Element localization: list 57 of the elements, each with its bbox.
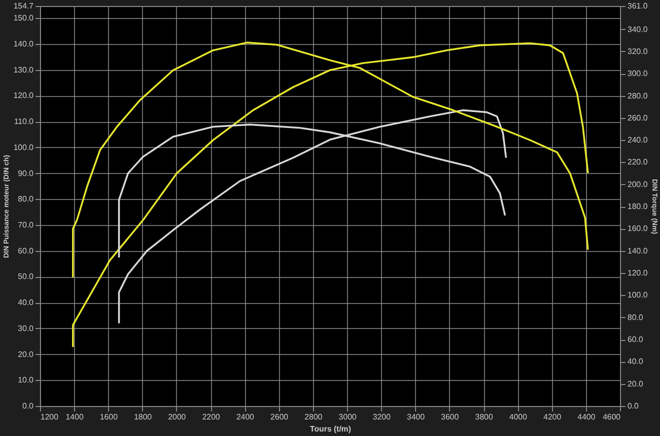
y-tick-label: 50.0: [18, 272, 34, 282]
y-tick-label: 10.0: [18, 376, 34, 385]
x-tick-label: 1200: [40, 412, 59, 422]
y-tick-label: 40.0: [18, 298, 34, 308]
x-tick-label: 1800: [134, 412, 152, 422]
y2-tick-label: 40.0: [628, 357, 644, 366]
x-axis-title: Tours (t/m): [310, 424, 352, 434]
y2-tick-label: 160.0: [628, 224, 648, 234]
x-tick-label: 2200: [202, 412, 221, 422]
y2-tick-label: 240.0: [628, 136, 648, 145]
y2-tick-label: 340.0: [628, 24, 648, 34]
x-tick-label: 1400: [66, 412, 84, 422]
y-tick-label: 100.0: [13, 142, 34, 152]
y2-tick-label: 20.0: [628, 379, 644, 388]
y2-tick-label: 0.0: [628, 402, 640, 410]
y2-tick-label: 80.0: [628, 312, 644, 322]
y-tick-label: 70.0: [18, 220, 34, 230]
y-tick-label: 110.0: [14, 117, 34, 126]
x-tick-label: 2600: [270, 412, 289, 422]
y2-tick-label: 300.0: [628, 69, 648, 78]
y2-tick-label: 60.0: [628, 335, 644, 344]
x-tick-label: 4600: [602, 412, 622, 422]
y-tick-label: 120.0: [13, 91, 34, 100]
x-tick-label: 3800: [475, 412, 494, 422]
y2-tick-label: 140.0: [628, 246, 648, 256]
y2-tick-label: 260.0: [628, 113, 648, 122]
x-tick-label: 3400: [406, 412, 426, 422]
x-tick-label: 3000: [338, 412, 358, 422]
line-series: [72, 42, 589, 348]
x-tick-label: 4400: [577, 412, 596, 422]
x-tick-label: 4000: [509, 412, 528, 422]
y2-tick-label: 180.0: [628, 202, 648, 212]
y2-tick-label: 200.0: [628, 180, 648, 189]
y-tick-label: 80.0: [18, 194, 34, 204]
y-tick-label: 0.0: [22, 402, 34, 410]
y-tick-label: 20.0: [18, 350, 34, 359]
y2-tick-label: 100.0: [628, 290, 648, 300]
y-tick-label: 140.0: [13, 40, 34, 49]
y2-tick-label: 280.0: [628, 91, 648, 100]
x-tick-label: 1600: [100, 412, 118, 422]
x-tick-label: 2800: [304, 412, 323, 422]
y-tick-label: 90.0: [18, 168, 34, 178]
x-tick-label: 2400: [236, 412, 255, 422]
y-tick-label: 150.0: [13, 14, 34, 23]
line-series: [118, 109, 507, 324]
y-tick-label: 60.0: [18, 246, 34, 256]
y2-tick-label: 120.0: [628, 268, 648, 278]
x-tick-label: 4200: [543, 412, 562, 422]
y2-tick-label: 220.0: [628, 158, 648, 167]
y2-tick-label: 320.0: [628, 46, 648, 56]
y-tick-label: 154.7: [13, 2, 34, 10]
y-tick-label: 30.0: [18, 324, 34, 333]
x-tick-label: 3600: [441, 412, 460, 422]
y2-tick-label: 361.0: [628, 2, 648, 10]
x-tick-label: 3200: [372, 412, 392, 422]
y-tick-label: 130.0: [13, 65, 34, 74]
x-tick-label: 2000: [168, 412, 186, 422]
